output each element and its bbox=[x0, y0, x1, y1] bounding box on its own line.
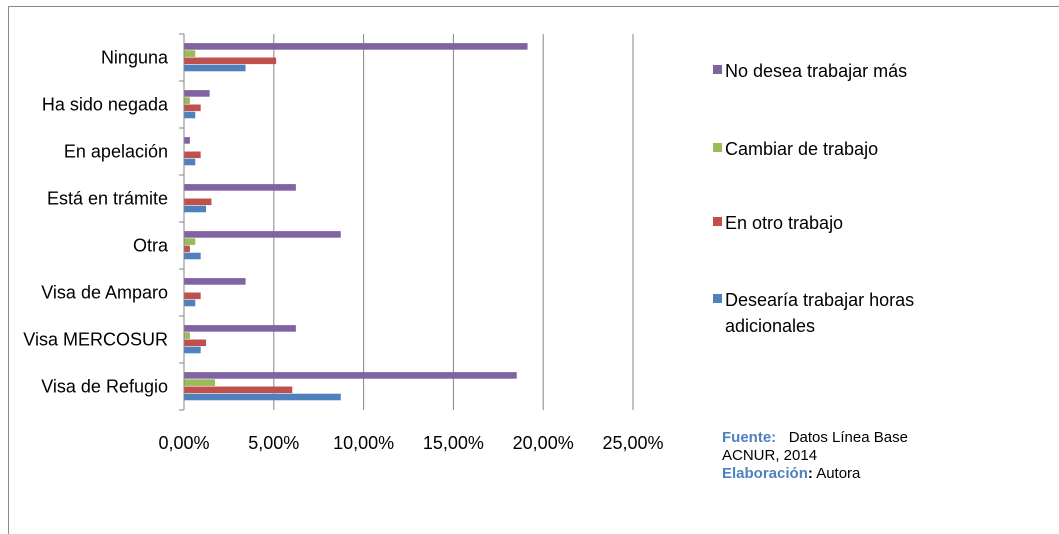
elaboracion-label: Elaboración bbox=[722, 465, 808, 482]
x-tick-label: 25,00% bbox=[602, 433, 663, 453]
bar bbox=[184, 184, 296, 191]
legend-swatch-red bbox=[713, 217, 722, 226]
category-label: Otra bbox=[133, 236, 169, 256]
legend-swatch-purple bbox=[713, 65, 722, 74]
bar bbox=[184, 339, 207, 347]
legend-swatch-green bbox=[713, 143, 722, 152]
bar bbox=[184, 205, 207, 213]
x-tick-label: 0,00% bbox=[158, 433, 209, 453]
x-tick-label: 15,00% bbox=[423, 433, 484, 453]
bar bbox=[184, 238, 196, 245]
bar bbox=[184, 346, 201, 354]
x-tick-label: 20,00% bbox=[513, 433, 574, 453]
bar bbox=[184, 325, 296, 332]
elaboracion-colon: : bbox=[807, 465, 813, 482]
category-label: En apelación bbox=[64, 142, 168, 162]
legend-item-otro-trabajo: En otro trabajo bbox=[713, 210, 945, 236]
legend-label: No desea trabajar más bbox=[725, 61, 908, 81]
bar bbox=[184, 332, 190, 339]
legend-item-cambiar: Cambiar de trabajo bbox=[713, 136, 945, 162]
legend-item-no-desea: No desea trabajar más bbox=[713, 58, 945, 84]
bar bbox=[184, 372, 517, 379]
bar bbox=[184, 50, 196, 57]
bar bbox=[184, 64, 246, 72]
fuente-text: Datos Línea Base bbox=[788, 429, 908, 446]
legend-label: En otro trabajo bbox=[725, 213, 844, 233]
bar bbox=[184, 252, 201, 260]
category-label: Visa de Amparo bbox=[41, 283, 168, 303]
category-label: Ninguna bbox=[101, 48, 169, 68]
bar bbox=[184, 43, 528, 50]
bar bbox=[184, 151, 201, 159]
bar bbox=[184, 379, 216, 386]
bar bbox=[184, 393, 341, 401]
bar bbox=[184, 90, 210, 97]
elaboracion-text: Autora bbox=[812, 465, 861, 482]
source-line-1: Fuente: Datos Línea Base bbox=[722, 429, 908, 447]
fuente-label: Fuente: bbox=[722, 429, 777, 446]
bar bbox=[184, 231, 341, 238]
bar bbox=[184, 198, 212, 206]
legend-label: Cambiar de trabajo bbox=[725, 139, 879, 159]
category-label: Visa de Refugio bbox=[41, 377, 168, 397]
bar bbox=[184, 386, 293, 394]
bar bbox=[184, 278, 246, 285]
source-note: Fuente: Datos Línea Base ACNUR, 2014 Ela… bbox=[722, 429, 908, 483]
fuente-text-line-2: ACNUR, 2014 bbox=[722, 447, 818, 464]
legend-swatch-blue bbox=[713, 294, 722, 303]
bar bbox=[184, 97, 190, 104]
x-tick-label: 5,00% bbox=[248, 433, 299, 453]
bar bbox=[184, 137, 190, 144]
x-tick-label: 10,00% bbox=[333, 433, 394, 453]
bar bbox=[184, 245, 190, 253]
bar bbox=[184, 292, 201, 300]
chart-frame bbox=[8, 6, 1059, 534]
legend-item-horas-adicionales: Desearía trabajar horas adicionales bbox=[713, 287, 945, 339]
source-line-3: Elaboración: Autora bbox=[722, 465, 908, 483]
category-label: Está en trámite bbox=[47, 189, 168, 209]
category-label: Visa MERCOSUR bbox=[23, 330, 168, 350]
bar bbox=[184, 299, 196, 307]
category-label: Ha sido negada bbox=[42, 95, 169, 115]
bar bbox=[184, 111, 196, 119]
bar bbox=[184, 104, 201, 112]
bar bbox=[184, 57, 277, 65]
bar bbox=[184, 158, 196, 166]
legend-label: Desearía trabajar horas adicionales bbox=[725, 290, 915, 336]
